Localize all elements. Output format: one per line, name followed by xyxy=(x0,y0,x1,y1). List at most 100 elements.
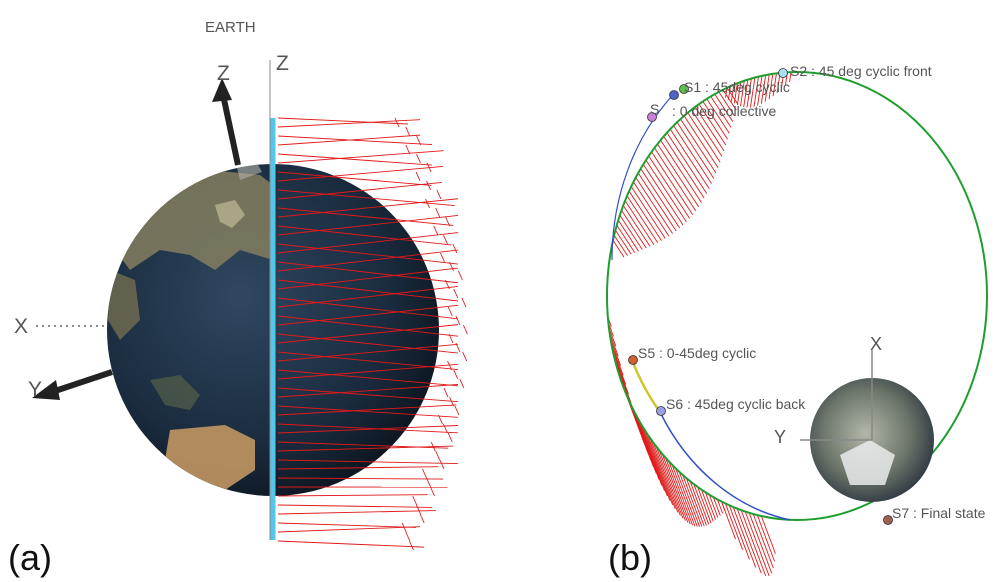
orbit-thrust-line xyxy=(728,505,750,560)
orbit-thrust-line xyxy=(678,471,701,527)
orbit-thrust-line xyxy=(657,143,700,208)
orbit-thrust-line xyxy=(621,210,647,249)
orbit-thrust-line xyxy=(616,224,636,253)
thrust-line xyxy=(277,526,421,533)
orbit-thrust-line xyxy=(698,103,727,146)
thrust-line xyxy=(277,150,444,164)
orbit-thrust-line xyxy=(712,496,721,516)
thrust-line-edge xyxy=(416,153,421,164)
thrust-line-edge xyxy=(430,486,435,497)
thrust-line xyxy=(277,225,452,246)
orbit-thrust-line xyxy=(789,72,792,83)
orbit-thrust-line xyxy=(660,139,702,203)
orbit-thrust-line xyxy=(642,164,684,226)
orbit-thrust-line xyxy=(753,76,759,107)
thrust-line-edge xyxy=(445,216,451,227)
orbit-thrust-line xyxy=(663,136,705,199)
thrust-line-edge xyxy=(448,333,454,344)
thrust-line-edge xyxy=(422,468,427,479)
orbit-thrust-line xyxy=(760,515,776,554)
z-axis-arrowhead xyxy=(212,78,232,102)
orbit-thrust-line xyxy=(675,468,698,527)
orbit-thrust-line xyxy=(648,155,690,219)
thrust-line xyxy=(277,315,459,337)
orbit-thrust-line xyxy=(722,89,737,111)
thrust-line xyxy=(277,405,459,418)
orbit-thrust-line xyxy=(710,96,732,128)
thrust-line xyxy=(277,343,459,362)
thrust-line xyxy=(277,119,421,128)
thrust-line-edge xyxy=(415,171,421,182)
orbit-thrust-line xyxy=(697,486,712,524)
thrust-line-edge xyxy=(462,351,468,362)
orbit-thrust-line xyxy=(641,425,671,501)
thrust-line-edge xyxy=(449,396,454,407)
orbit-thrust-line xyxy=(708,494,719,518)
orbit-thrust-line xyxy=(764,74,770,102)
thrust-line-edge xyxy=(405,531,411,542)
thrust-line-edge xyxy=(452,243,458,254)
orbit-thrust-line xyxy=(612,240,625,258)
orbit-thrust-line xyxy=(714,93,734,122)
thrust-line xyxy=(277,466,439,470)
orbit-thrust-line xyxy=(732,506,757,568)
orbit-segment-s1 xyxy=(611,95,673,261)
z-axis-label-right: Z xyxy=(276,52,289,75)
thrust-vectors-a xyxy=(277,117,468,551)
earth-title: EARTH xyxy=(205,19,256,36)
label-s7: S7 : Final state xyxy=(892,505,986,521)
thrust-line-edge xyxy=(462,324,468,335)
orbit-thrust-line xyxy=(666,132,708,194)
orbit-thrust-line xyxy=(750,77,756,108)
orbit-thrust-line xyxy=(644,429,674,506)
thrust-line-edge xyxy=(443,387,449,398)
orbit-thrust-line xyxy=(655,446,684,519)
small-earth-x-label: X xyxy=(870,334,882,354)
orbit-thrust-line xyxy=(617,219,639,252)
thrust-line xyxy=(277,477,444,480)
thrust-line-edge xyxy=(438,414,443,425)
thrust-line xyxy=(277,510,436,515)
thrust-line xyxy=(277,189,455,207)
orbit-thrust-line xyxy=(702,101,728,140)
orbit-thrust-line xyxy=(637,172,677,232)
orbit-thrust-line xyxy=(687,112,721,163)
orbit-thrust-line xyxy=(736,508,762,574)
thrust-line xyxy=(277,504,432,508)
label-s3-desc: : 0 deg collective xyxy=(672,103,776,119)
thrust-line xyxy=(277,214,459,236)
thrust-line-edge xyxy=(416,135,422,146)
thrust-line xyxy=(277,181,443,200)
thrust-line-edge xyxy=(426,180,431,191)
thrust-line xyxy=(277,324,459,344)
orbit-ellipse xyxy=(606,71,988,521)
orbit-thrust-line xyxy=(626,195,659,243)
orbit-thrust-line xyxy=(680,118,717,174)
thrust-line-edge xyxy=(419,513,425,524)
orbit-thrust-line xyxy=(693,483,710,525)
orbit-thrust-line xyxy=(665,457,691,525)
thrust-line-edge xyxy=(412,495,418,506)
orbit-thrust-line xyxy=(760,75,767,104)
orbit-thrust-line xyxy=(624,200,655,245)
marker-s1b xyxy=(679,84,689,94)
thrust-line xyxy=(277,425,459,434)
marker-s5 xyxy=(628,355,638,365)
orbit-thrust-line xyxy=(733,83,738,104)
orbit-thrust-line xyxy=(630,186,666,239)
orbit-segment-s5-s6 xyxy=(630,359,662,413)
thrust-line-edge xyxy=(408,540,414,551)
orbit-thrust-line xyxy=(619,214,643,250)
orbit-thrust-line xyxy=(768,73,774,100)
label-s2: S2 : 45 deg cyclic front xyxy=(790,63,932,79)
orbit-thrust-line xyxy=(685,477,705,527)
y-axis-arrowhead xyxy=(32,380,60,400)
orbit-thrust-line xyxy=(721,501,736,540)
thrust-line-edge xyxy=(435,207,441,218)
label-s5: S5 : 0-45deg cyclic xyxy=(638,345,756,361)
orbit-thrust-line xyxy=(740,509,767,577)
thrust-line-edge xyxy=(433,225,439,236)
orbit-thrust-line xyxy=(717,499,724,514)
orbit-thrust-line xyxy=(718,91,735,117)
